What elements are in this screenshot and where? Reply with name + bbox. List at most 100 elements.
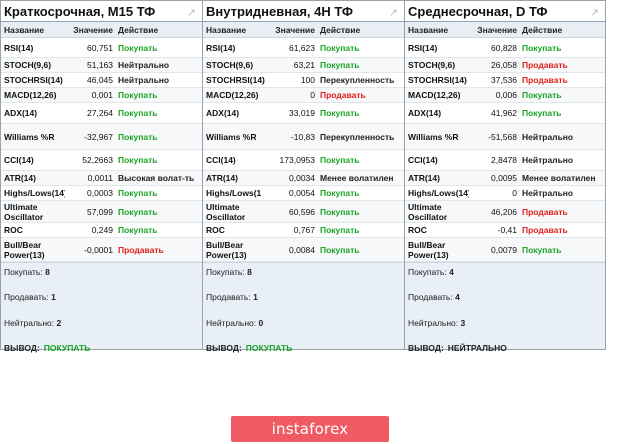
summary-value: 8 bbox=[45, 267, 50, 277]
indicator-name: Highs/Lows(1 bbox=[206, 188, 262, 198]
indicator-value: -0,41 bbox=[497, 225, 517, 235]
summary-label: Покупать: bbox=[408, 267, 447, 277]
summary-buy-count: Покупать: 8 bbox=[4, 267, 50, 277]
indicator-name: ROC bbox=[206, 225, 225, 235]
column-header-name: Название bbox=[408, 24, 449, 35]
table-row: RSI(14) 60,828 Покупать bbox=[405, 38, 605, 58]
indicator-value: 0,0079 bbox=[491, 244, 517, 255]
summary-box: Покупать: 8 Продавать: 1 Нейтрально: 2 ВЫВО… bbox=[1, 262, 202, 353]
indicator-action: Покупать bbox=[118, 188, 158, 198]
indicator-value: 0,0054 bbox=[289, 188, 315, 198]
verdict-value: НЕЙТРАЛЬНО bbox=[447, 343, 507, 353]
table-row: CCI(14) 173,0953 Покупать bbox=[203, 150, 404, 171]
indicator-value: 51,163 bbox=[87, 60, 113, 70]
indicator-value: 2,8478 bbox=[491, 155, 517, 165]
indicator-name: Williams %R bbox=[4, 131, 55, 142]
summary-label: Продавать: bbox=[206, 292, 251, 302]
table-row: STOCHRSI(14) 37,536 Продавать bbox=[405, 73, 605, 88]
table-row: ADX(14) 41,962 Покупать bbox=[405, 103, 605, 124]
table-row: Williams %R -10,83 Перекупленность bbox=[203, 124, 404, 150]
table-row: RSI(14) 60,751 Покупать bbox=[1, 38, 202, 58]
table-row: ATR(14) 0,0095 Менее волатилен bbox=[405, 171, 605, 186]
indicator-action: Продавать bbox=[522, 60, 568, 70]
indicator-name: Bull/Bear Power(13) bbox=[408, 239, 449, 260]
indicator-action: Покупать bbox=[320, 42, 360, 53]
indicator-name: MACD(12,26) bbox=[4, 90, 57, 100]
table-row: Highs/Lows(14) 0 Нейтрально bbox=[405, 186, 605, 201]
indicator-action: Покупать bbox=[118, 90, 158, 100]
column-header-action: Действие bbox=[522, 24, 563, 35]
indicator-value: 60,596 bbox=[289, 206, 315, 217]
indicator-name: Highs/Lows(14) bbox=[408, 188, 469, 198]
column-header-row: Название Значение Действие bbox=[1, 22, 202, 38]
indicator-value: -0,0001 bbox=[84, 244, 113, 255]
table-row: STOCHRSI(14) 46,045 Нейтрально bbox=[1, 73, 202, 88]
table-row: CCI(14) 52,2663 Покупать bbox=[1, 150, 202, 171]
indicator-value: 0,001 bbox=[91, 90, 113, 100]
summary-neutral-count: Нейтрально: 2 bbox=[4, 318, 61, 328]
indicator-action: Продавать bbox=[118, 244, 164, 255]
indicator-action: Покупать bbox=[320, 155, 360, 165]
panel-title: Среднесрочная, D ТФ ↗ bbox=[405, 1, 605, 22]
expand-arrow-icon[interactable]: ↗ bbox=[589, 7, 599, 19]
indicator-action: Нейтрально bbox=[522, 188, 574, 198]
table-row: Ultimate Oscillator 60,596 Покупать bbox=[203, 201, 404, 223]
indicator-name: STOCH(9,6) bbox=[4, 60, 52, 70]
summary-buy-count: Покупать: 8 bbox=[206, 267, 252, 277]
verdict-value: ПОКУПАТЬ bbox=[245, 343, 293, 353]
indicator-value: 0,0003 bbox=[87, 188, 113, 198]
indicator-value: 0,767 bbox=[293, 225, 315, 235]
indicator-value: 0,006 bbox=[495, 90, 517, 100]
indicator-action: Покупать bbox=[320, 108, 360, 118]
summary-label: Продавать: bbox=[408, 292, 453, 302]
indicator-action: Нейтрально bbox=[522, 155, 574, 165]
indicator-value: 0,0011 bbox=[87, 173, 113, 183]
table-row: ATR(14) 0,0034 Менее волатилен bbox=[203, 171, 404, 186]
indicator-action: Покупать bbox=[118, 131, 158, 142]
table-row: Williams %R -51,568 Нейтрально bbox=[405, 124, 605, 150]
indicator-name: Bull/Bear Power(13) bbox=[206, 239, 247, 260]
table-row: MACD(12,26) 0,001 Покупать bbox=[1, 88, 202, 103]
indicator-value: 60,751 bbox=[87, 42, 113, 53]
table-row: ROC 0,767 Покупать bbox=[203, 223, 404, 238]
instaforex-logo[interactable]: instaforex bbox=[231, 416, 389, 442]
indicator-action: Покупать bbox=[522, 90, 562, 100]
indicator-action: Покупать bbox=[118, 206, 158, 217]
column-header-value: Значение bbox=[477, 24, 517, 35]
indicator-action: Нейтрально bbox=[522, 131, 574, 142]
table-row: Bull/Bear Power(13) 0,0079 Покупать bbox=[405, 238, 605, 262]
indicator-name: Bull/Bear Power(13) bbox=[4, 239, 45, 260]
table-row: STOCHRSI(14) 100 Перекупленность bbox=[203, 73, 404, 88]
summary-label: Нейтрально: bbox=[4, 318, 55, 328]
summary-sell-count: Продавать: 1 bbox=[206, 292, 258, 302]
panel-title-text: Внутридневная, 4H ТФ bbox=[206, 4, 353, 19]
indicator-action: Покупать bbox=[320, 188, 360, 198]
indicator-action: Менее волатилен bbox=[522, 173, 596, 183]
indicator-value: 0,0084 bbox=[289, 244, 315, 255]
table-row: CCI(14) 2,8478 Нейтрально bbox=[405, 150, 605, 171]
indicator-action: Покупать bbox=[522, 108, 562, 118]
indicator-value: 173,0953 bbox=[279, 155, 315, 165]
summary-label: Покупать: bbox=[206, 267, 245, 277]
panel-title: Краткосрочная, M15 ТФ ↗ bbox=[1, 1, 202, 22]
expand-arrow-icon[interactable]: ↗ bbox=[388, 7, 398, 19]
indicator-name: RSI(14) bbox=[4, 42, 34, 53]
table-row: Bull/Bear Power(13) 0,0084 Покупать bbox=[203, 238, 404, 262]
indicator-name: ROC bbox=[4, 225, 23, 235]
indicator-name: STOCHRSI(14) bbox=[4, 75, 63, 85]
indicator-name: ATR(14) bbox=[206, 173, 238, 183]
indicator-action: Продавать bbox=[522, 75, 568, 85]
indicator-action: Нейтрально bbox=[118, 75, 170, 85]
indicator-name: STOCH(9,6) bbox=[206, 60, 254, 70]
expand-arrow-icon[interactable]: ↗ bbox=[186, 7, 196, 19]
verdict-value: ПОКУПАТЬ bbox=[43, 343, 91, 353]
indicator-name: CCI(14) bbox=[206, 155, 236, 165]
indicator-action: Перекупленность bbox=[320, 75, 395, 85]
summary-label: Нейтрально: bbox=[206, 318, 257, 328]
verdict-label: ВЫВОД: bbox=[408, 343, 444, 353]
indicator-action: Покупать bbox=[320, 225, 360, 235]
verdict-label: ВЫВОД: bbox=[4, 343, 40, 353]
timeframe-panel: Внутридневная, 4H ТФ ↗ Название Значение Дей… bbox=[202, 1, 404, 353]
indicator-name: CCI(14) bbox=[4, 155, 34, 165]
table-row: STOCH(9,6) 63,21 Покупать bbox=[203, 58, 404, 73]
